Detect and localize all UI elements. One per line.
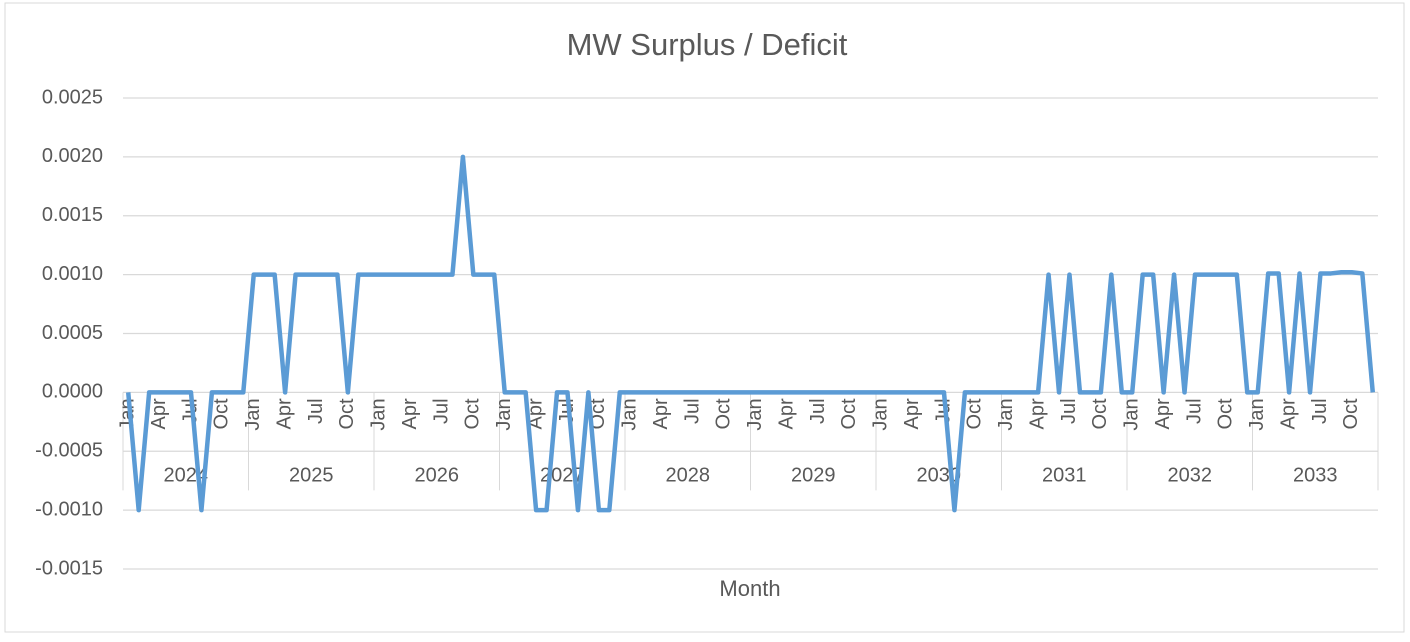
x-group-label: 2032 — [1168, 465, 1213, 487]
x-tick-label: Jan — [870, 398, 892, 430]
x-group-label: 2026 — [415, 465, 460, 487]
y-tick-label: 0.0000 — [42, 381, 103, 403]
x-tick-label: Jan — [995, 398, 1017, 430]
y-tick-label: 0.0010 — [42, 263, 103, 285]
x-group-label: 2027 — [540, 465, 585, 487]
y-tick-label: -0.0015 — [35, 557, 103, 579]
x-tick-label: Jan — [619, 398, 641, 430]
x-tick-label: Jul — [305, 398, 327, 424]
x-tick-label: Oct — [211, 398, 233, 430]
x-tick-label: Jul — [179, 398, 201, 424]
x-tick-label: Oct — [1340, 398, 1362, 430]
y-tick-label: 0.0015 — [42, 204, 103, 226]
x-tick-label: Apr — [148, 398, 170, 429]
y-tick-label: 0.0020 — [42, 145, 103, 167]
x-tick-label: Oct — [964, 398, 986, 430]
data-line — [125, 154, 1376, 513]
x-tick-label: Jul — [681, 398, 703, 424]
x-group-label: 2030 — [917, 465, 962, 487]
x-tick-label: Oct — [336, 398, 358, 430]
x-tick-label: Jul — [807, 398, 829, 424]
y-tick-label: 0.0025 — [42, 86, 103, 108]
x-tick-label: Jul — [1058, 398, 1080, 424]
x-tick-label: Apr — [775, 398, 797, 429]
x-tick-label: Jan — [368, 398, 390, 430]
x-group-label: 2031 — [1042, 465, 1087, 487]
x-tick-label: Apr — [901, 398, 923, 429]
x-tick-label: Jan — [242, 398, 264, 430]
y-tick-label: 0.0005 — [42, 322, 103, 344]
x-tick-label: Apr — [273, 398, 295, 429]
x-tick-label: Jul — [556, 398, 578, 424]
x-tick-label: Jul — [1183, 398, 1205, 424]
x-tick-label: Oct — [713, 398, 735, 430]
x-group-label: 2029 — [791, 465, 836, 487]
x-tick-label: Jan — [744, 398, 766, 430]
x-tick-label: Oct — [1215, 398, 1237, 430]
x-group-label: 2033 — [1293, 465, 1338, 487]
x-tick-label: Jul — [430, 398, 452, 424]
x-group-label: 2028 — [666, 465, 711, 487]
x-group-label: 2024 — [164, 465, 209, 487]
x-tick-label: Apr — [1026, 398, 1048, 429]
x-tick-label: Apr — [650, 398, 672, 429]
x-tick-label: Oct — [1089, 398, 1111, 430]
x-group-label: 2025 — [289, 465, 334, 487]
x-tick-label: Apr — [1152, 398, 1174, 429]
x-tick-label: Oct — [838, 398, 860, 430]
x-tick-label: Jan — [1246, 398, 1268, 430]
x-tick-label: Apr — [399, 398, 421, 429]
x-axis-title: Month — [719, 576, 780, 601]
x-tick-label: Jul — [1309, 398, 1331, 424]
y-tick-label: -0.0005 — [35, 440, 103, 462]
x-tick-label: Jan — [493, 398, 515, 430]
x-tick-label: Jan — [1121, 398, 1143, 430]
y-tick-label: -0.0010 — [35, 498, 103, 520]
x-tick-label: Jul — [932, 398, 954, 424]
x-tick-label: Oct — [462, 398, 484, 430]
x-tick-label: Apr — [1277, 398, 1299, 429]
chart-title: MW Surplus / Deficit — [567, 27, 848, 62]
